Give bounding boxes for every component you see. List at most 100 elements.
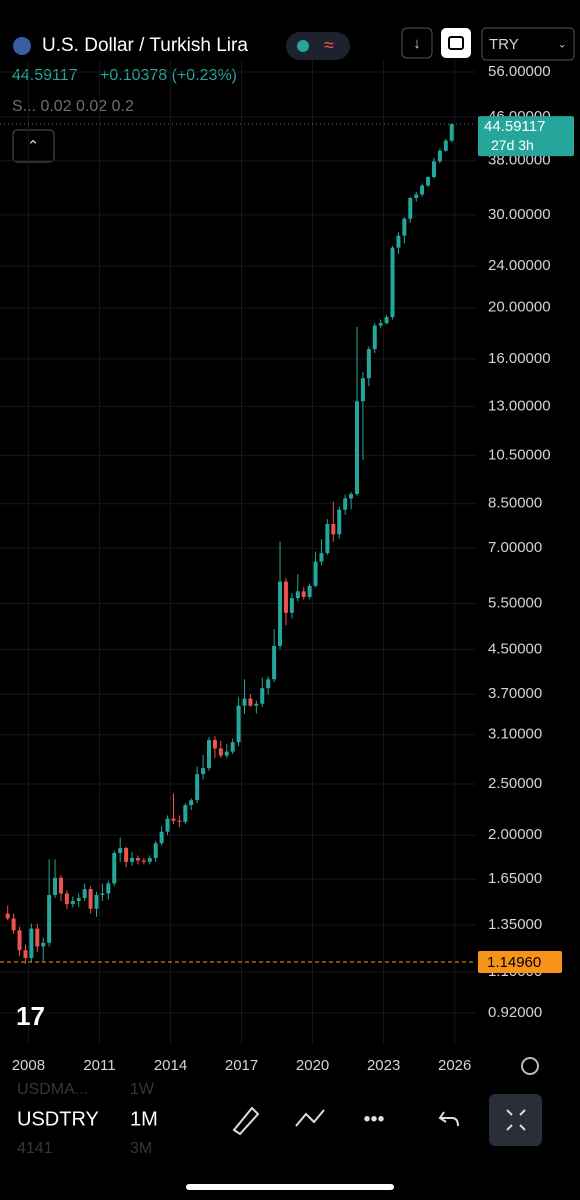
candle-body <box>408 197 413 219</box>
interval[interactable]: 1M <box>130 1108 158 1130</box>
plot: 56.0000046.0000038.0000030.0000024.00000… <box>0 60 574 1074</box>
logo: 17 <box>16 1001 45 1031</box>
candle-body <box>135 858 140 861</box>
candle-body <box>283 581 288 613</box>
status-dot <box>297 40 309 52</box>
candle-body <box>431 161 436 177</box>
candle-body <box>130 858 135 862</box>
symbol[interactable]: USDTRY <box>17 1108 99 1130</box>
candle-body <box>301 591 306 597</box>
y-tick-label: 1.65000 <box>488 870 542 887</box>
y-tick-label: 30.00000 <box>488 206 551 223</box>
x-tick-label: 2014 <box>154 1057 187 1074</box>
candle-body <box>437 150 442 162</box>
candle-body <box>384 317 389 324</box>
candle-body <box>319 553 324 562</box>
candle-body <box>124 848 129 862</box>
candle-body <box>378 323 383 326</box>
chevron: ⌄ <box>558 40 566 51</box>
draw-tool[interactable] <box>232 1106 260 1136</box>
ghost-interval: 1W <box>130 1081 155 1098</box>
x-tick-label: 2017 <box>225 1057 258 1074</box>
x-tick-label: 2026 <box>438 1057 471 1074</box>
x-tick-label: 2011 <box>83 1057 115 1074</box>
fullscreen-icon <box>506 1109 526 1131</box>
layout-icon <box>448 36 464 50</box>
y-tick-label: 20.00000 <box>488 299 551 316</box>
y-tick-label: 3.10000 <box>488 726 542 743</box>
trend-tool[interactable] <box>295 1109 325 1127</box>
down-button[interactable] <box>401 27 433 59</box>
ghost-interval-2: 3M <box>130 1140 152 1157</box>
candle-body <box>41 942 46 947</box>
candle-body <box>426 176 431 186</box>
candle-body <box>331 524 336 535</box>
collapse-icon: ⌃ <box>27 138 40 155</box>
x-tick-label: 2020 <box>296 1057 329 1074</box>
candle-body <box>266 679 271 689</box>
candle-body <box>289 598 294 613</box>
candle-body <box>159 831 164 844</box>
flag-icon <box>13 37 31 55</box>
y-tick-label: 8.50000 <box>488 495 542 512</box>
candle-body <box>195 774 200 801</box>
candle-body <box>171 818 176 821</box>
status-pill <box>286 32 350 60</box>
candle-body <box>94 895 99 909</box>
candle-body <box>106 883 111 894</box>
candle-body <box>242 698 247 706</box>
candle-body <box>64 893 69 905</box>
collapse-button[interactable] <box>12 129 55 163</box>
candle-body <box>183 805 188 822</box>
y-tick-label: 4.50000 <box>488 640 542 657</box>
candle-body <box>343 498 348 510</box>
y-tick-label: 2.50000 <box>488 775 542 792</box>
candle-body <box>360 378 365 402</box>
candle-body <box>47 895 52 943</box>
candle-body <box>420 185 425 195</box>
countdown: 27d 3h <box>491 137 534 153</box>
candle-body <box>230 742 235 752</box>
settings-icon[interactable] <box>521 1057 539 1075</box>
candle-body <box>272 645 277 680</box>
y-tick-label: 0.92000 <box>488 1004 542 1021</box>
candle-body <box>153 843 158 859</box>
layout-button[interactable] <box>441 28 471 58</box>
last-price-tag <box>478 116 574 157</box>
candle-body <box>189 800 194 806</box>
candle-body <box>295 591 300 599</box>
candle-body <box>35 928 40 947</box>
down-icon: ↓ <box>413 35 421 52</box>
candle-body <box>118 848 123 853</box>
candle-body <box>23 950 28 958</box>
title: U.S. Dollar / Turkish Lira <box>42 35 248 56</box>
more-button[interactable]: ••• <box>363 1108 384 1130</box>
y-tick-label: 13.00000 <box>488 397 551 414</box>
candle-body <box>248 698 253 706</box>
currency-select[interactable] <box>481 27 575 61</box>
y-tick-label: 2.00000 <box>488 826 542 843</box>
candle-body <box>254 703 259 706</box>
y-tick-label: 24.00000 <box>488 257 551 274</box>
candle-body <box>443 140 448 151</box>
candle-body <box>218 748 223 756</box>
fullscreen-button[interactable] <box>489 1094 542 1146</box>
indicator: S... 0.02 0.02 0.2 <box>12 98 134 115</box>
candle-body <box>53 877 58 895</box>
candle-body <box>349 493 354 499</box>
candle-body <box>100 893 105 895</box>
candle-body <box>449 124 454 141</box>
y-tick-label: 10.50000 <box>488 446 551 463</box>
undo-button[interactable] <box>438 1111 459 1127</box>
candle-body <box>141 860 146 862</box>
low-tag <box>478 950 562 973</box>
candle-body <box>278 581 283 646</box>
low-label: 1.14960 <box>487 954 541 971</box>
candle-body <box>177 820 182 822</box>
candle-body <box>414 194 419 198</box>
candle-body <box>201 768 206 775</box>
y-tick-label: 56.00000 <box>488 63 551 80</box>
candle-body <box>325 524 330 554</box>
y-tick-label: 16.00000 <box>488 350 551 367</box>
